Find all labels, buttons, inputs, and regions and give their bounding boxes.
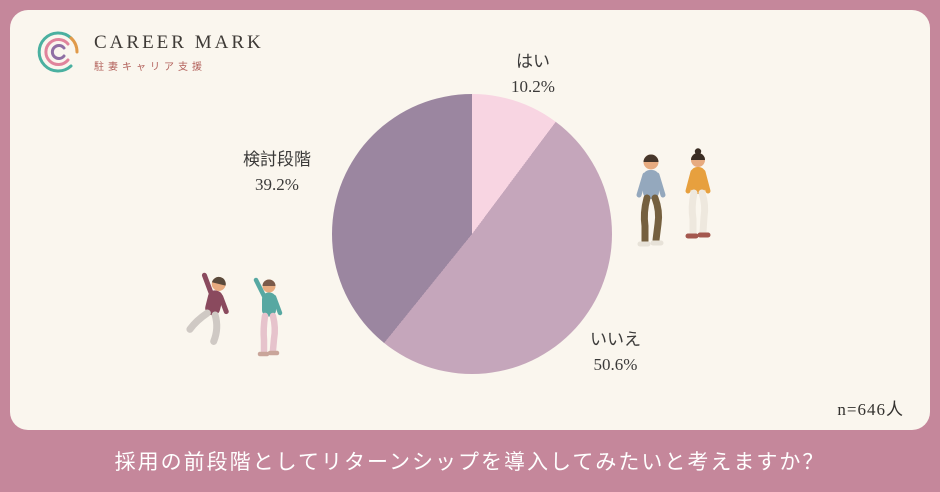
person-waving-teal-icon <box>253 277 283 357</box>
pie-label-no-name: いいえ <box>590 330 641 349</box>
pie-label-consider-pct: 39.2% <box>255 174 299 194</box>
pie-label-yes-pct: 10.2% <box>511 76 555 96</box>
walking-people-illustration <box>630 148 718 250</box>
logo-text: CAREER MARK 駐妻キャリア支援 <box>94 32 264 73</box>
pie-label-no: いいえ 50.6% <box>558 328 673 377</box>
pie-chart <box>332 94 612 374</box>
question-footer: 採用の前段階としてリターンシップを導入してみたいと考えますか？ <box>0 430 940 492</box>
sample-size-label: n=646人 <box>837 400 904 419</box>
logo: CAREER MARK 駐妻キャリア支援 <box>34 28 264 76</box>
logo-title: CAREER MARK <box>94 31 264 53</box>
question-text: 採用の前段階としてリターンシップを導入してみたいと考えますか？ <box>114 450 826 474</box>
pie-label-consider-name: 検討段階 <box>243 150 311 169</box>
pie-label-consider: 検討段階 39.2% <box>213 148 341 197</box>
person-walking-yellow-icon <box>685 148 711 239</box>
pie-label-no-pct: 50.6% <box>593 354 638 374</box>
person-running-plum-icon <box>186 272 229 345</box>
waving-people-illustration <box>182 272 288 358</box>
survey-card: CAREER MARK 駐妻キャリア支援 はい 10.2% 検討段階 39.2%… <box>10 10 930 430</box>
logo-subtitle: 駐妻キャリア支援 <box>94 61 206 73</box>
pie-label-yes-name: はい <box>516 52 550 71</box>
pie-label-yes: はい 10.2% <box>478 50 588 99</box>
person-walking-blue-icon <box>636 154 666 247</box>
career-mark-logo-icon <box>37 31 79 73</box>
